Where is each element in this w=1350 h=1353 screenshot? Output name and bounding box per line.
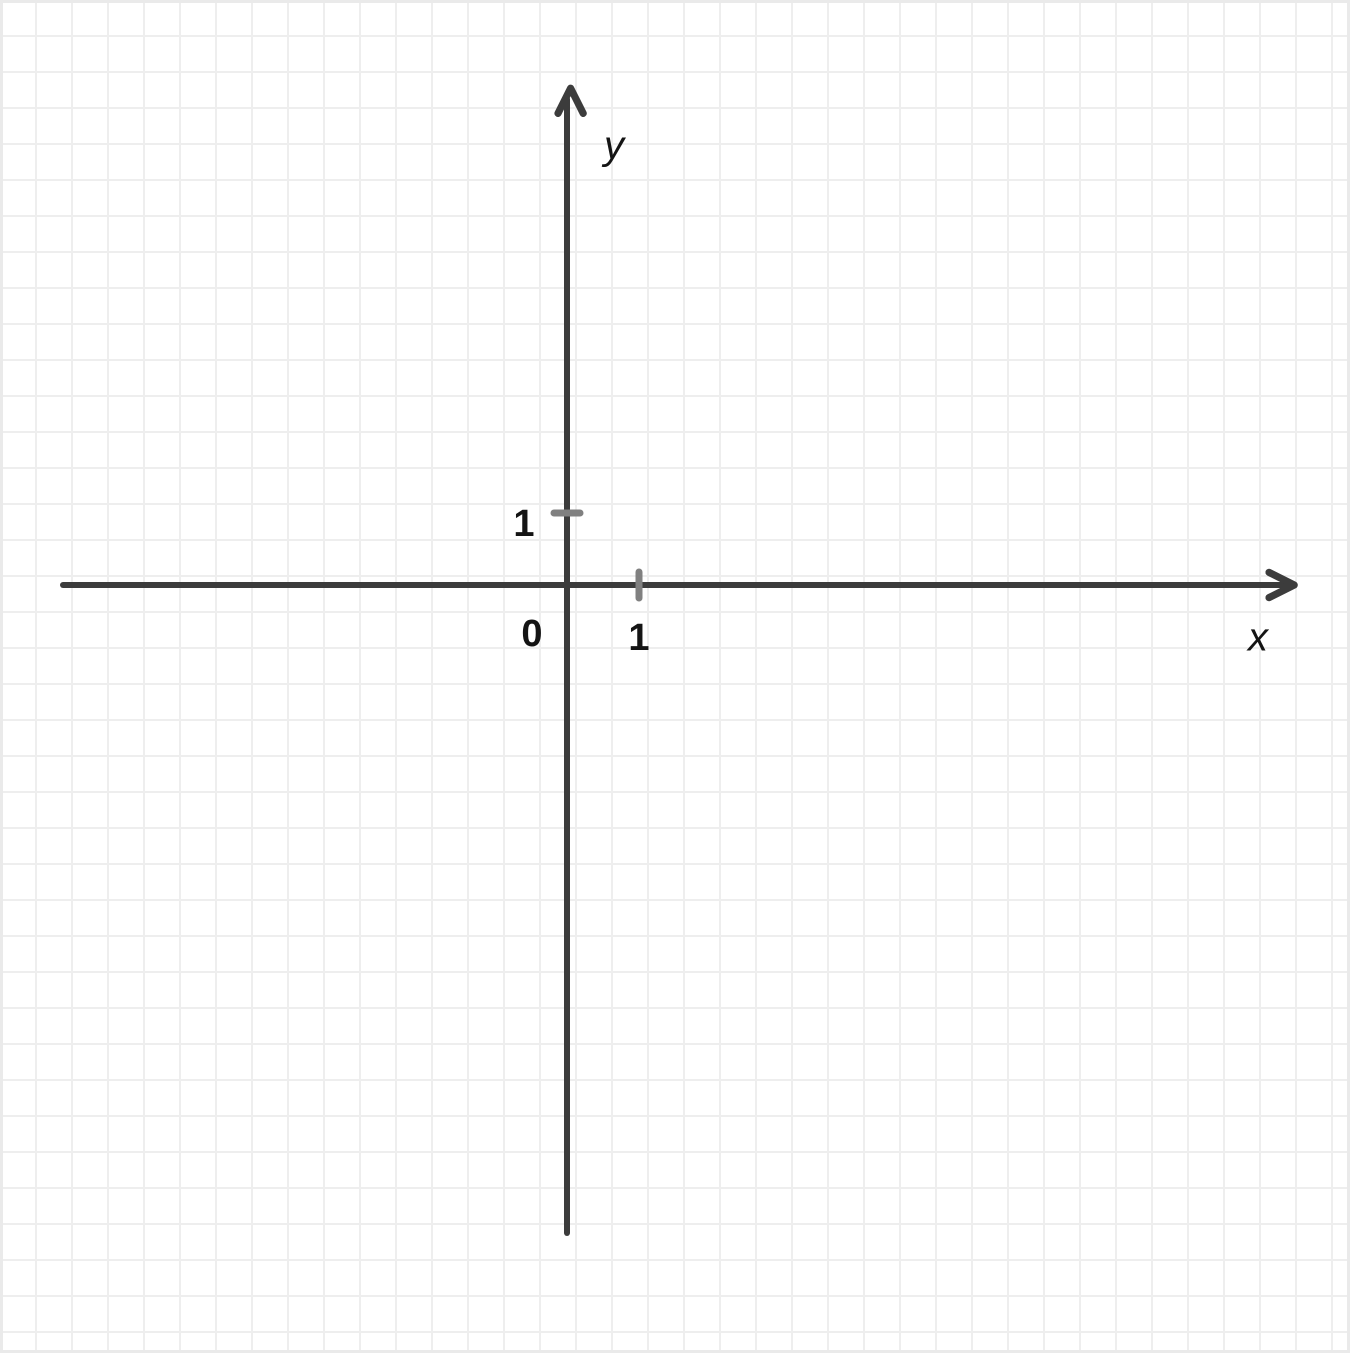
x-tick-1-label: 1 <box>628 617 649 659</box>
y-axis-label: y <box>601 124 627 168</box>
coordinate-plane-chart: 0 1 1 x y <box>0 0 1350 1353</box>
x-axis-label: x <box>1246 616 1270 660</box>
chart-svg: 0 1 1 x y <box>0 0 1350 1353</box>
y-tick-1-label: 1 <box>513 503 534 545</box>
origin-label: 0 <box>521 613 542 655</box>
